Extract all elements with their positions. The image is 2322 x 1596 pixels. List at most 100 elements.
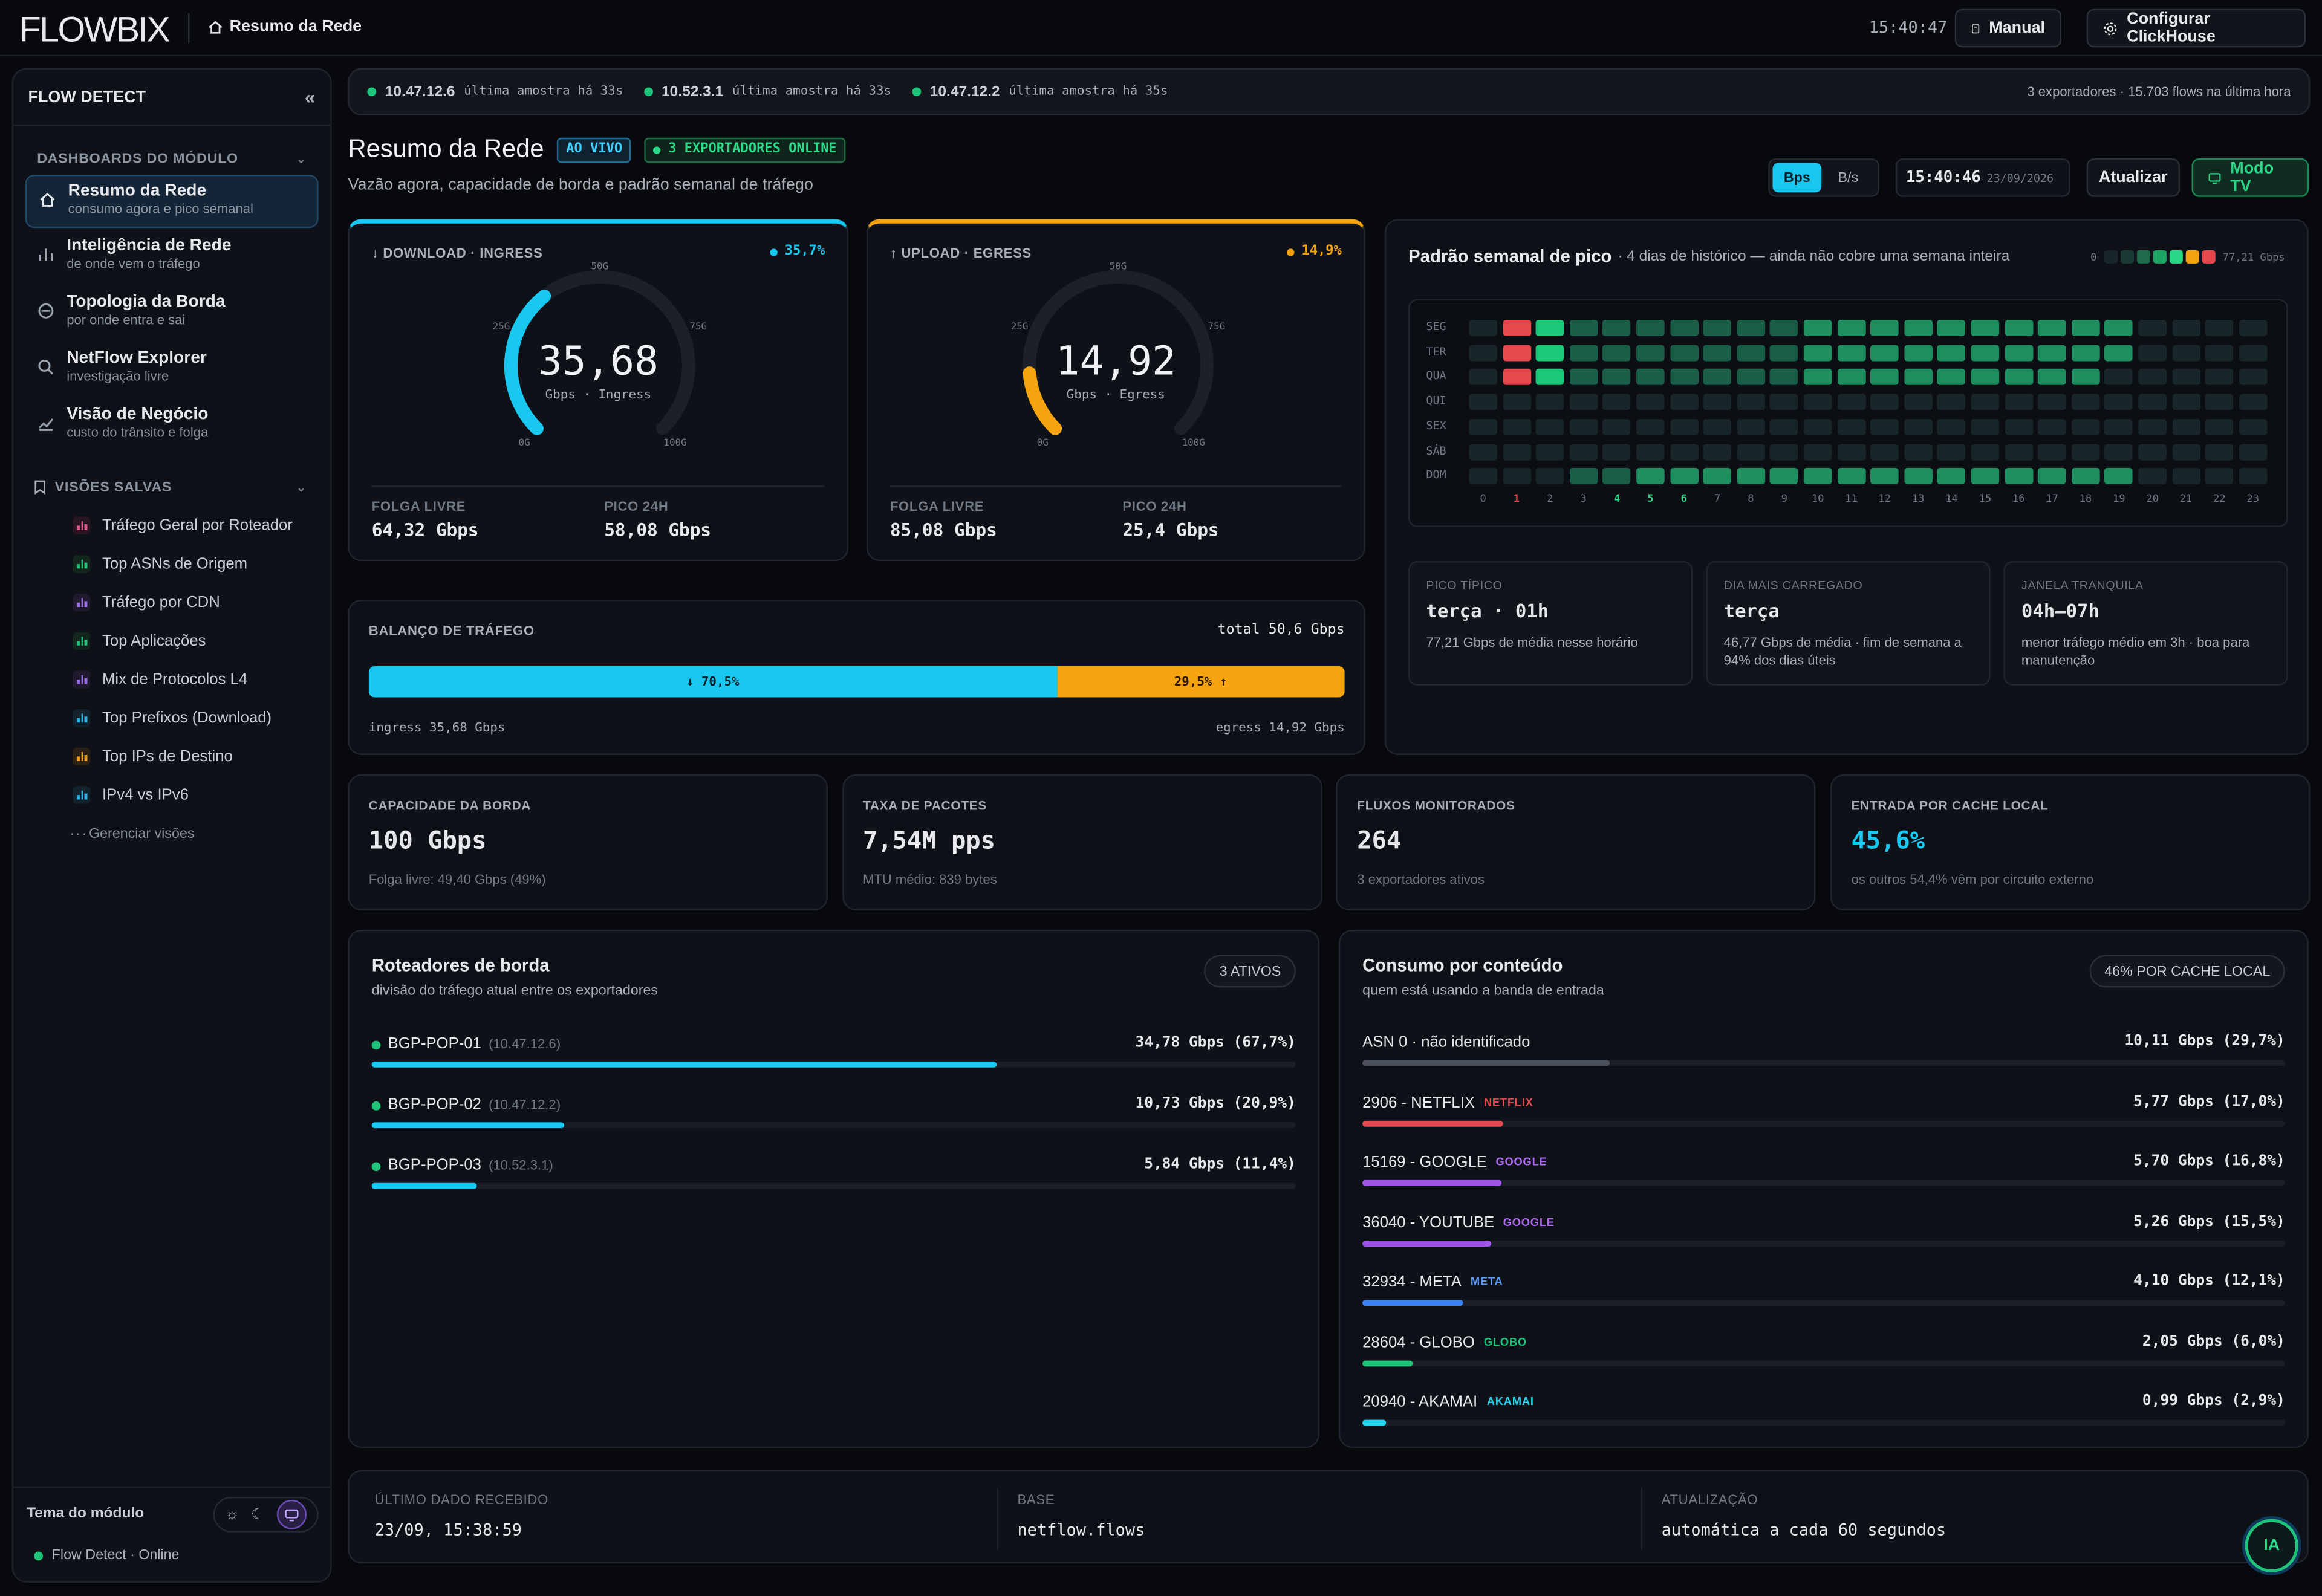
heatmap-cell[interactable] [2171,443,2200,460]
heatmap-cell[interactable] [1703,418,1732,435]
heatmap-cell[interactable] [1670,468,1699,485]
router-row[interactable]: BGP-POP-03 (10.52.3.1) 5,84 Gbps (11,4%) [371,1156,1296,1201]
heatmap-cell[interactable] [1569,394,1598,410]
heatmap-cell[interactable] [1737,468,1765,485]
heatmap-cell[interactable] [1737,344,1765,361]
heatmap-cell[interactable] [1803,394,1832,410]
saved-view-1[interactable]: Tráfego Geral por Roteador [13,507,330,545]
heatmap-cell[interactable] [2205,344,2234,361]
heatmap-cell[interactable] [1569,468,1598,485]
heatmap-cell[interactable] [2138,418,2167,435]
heatmap-cell[interactable] [1703,369,1732,386]
heatmap-cell[interactable] [1837,344,1865,361]
saved-view-6[interactable]: Top Prefixos (Download) [13,699,330,738]
heatmap-cell[interactable] [2071,443,2100,460]
heatmap-cell[interactable] [1770,369,1799,386]
heatmap-cell[interactable] [2205,369,2234,386]
heatmap-cell[interactable] [1670,344,1699,361]
heatmap-cell[interactable] [1737,418,1765,435]
section-saved-views[interactable]: VISÕES SALVAS ⌄ [13,474,330,501]
heatmap-cell[interactable] [2071,418,2100,435]
heatmap-cell[interactable] [2205,394,2234,410]
heatmap-cell[interactable] [1937,418,1966,435]
heatmap-cell[interactable] [1469,443,1497,460]
configure-clickhouse-button[interactable]: Configurar ClickHouse [2086,8,2306,48]
content-row[interactable]: 36040 - YOUTUBE GOOGLE 5,26 Gbps (15,5%) [1362,1213,2285,1257]
heatmap-cell[interactable] [2171,468,2200,485]
heatmap-cell[interactable] [1737,319,1765,336]
heatmap-cell[interactable] [1602,418,1631,435]
heatmap-cell[interactable] [1502,468,1531,485]
heatmap-cell[interactable] [1536,394,1564,410]
heatmap-cell[interactable] [1904,344,1933,361]
heatmap-cell[interactable] [1803,369,1832,386]
heatmap-cell[interactable] [1536,369,1564,386]
heatmap-cell[interactable] [1870,443,1899,460]
heatmap-cell[interactable] [2171,394,2200,410]
heatmap-cell[interactable] [1602,344,1631,361]
heatmap-cell[interactable] [1870,418,1899,435]
heatmap-cell[interactable] [1670,443,1699,460]
heatmap-cell[interactable] [1602,369,1631,386]
heatmap-cell[interactable] [1636,443,1665,460]
sun-icon[interactable]: ☼ [225,1506,239,1523]
heatmap-cell[interactable] [1469,418,1497,435]
heatmap-cell[interactable] [2071,344,2100,361]
router-row[interactable]: BGP-POP-02 (10.47.12.2) 10,73 Gbps (20,9%) [371,1095,1296,1140]
heatmap-cell[interactable] [1602,443,1631,460]
heatmap-cell[interactable] [1770,443,1799,460]
section-dashboards[interactable]: DASHBOARDS DO MÓDULO ⌄ [13,145,330,172]
heatmap-cell[interactable] [2239,468,2267,485]
heatmap-cell[interactable] [1837,468,1865,485]
heatmap-cell[interactable] [1904,394,1933,410]
heatmap-cell[interactable] [1837,394,1865,410]
heatmap-cell[interactable] [1469,468,1497,485]
heatmap-cell[interactable] [2038,468,2066,485]
heatmap-cell[interactable] [1703,344,1732,361]
heatmap-cell[interactable] [1770,394,1799,410]
content-row[interactable]: 32934 - META META 4,10 Gbps (12,1%) [1362,1273,2285,1317]
heatmap-cell[interactable] [1636,468,1665,485]
heatmap-cell[interactable] [1770,319,1799,336]
unit-bs-button[interactable]: B/s [1838,169,1859,186]
heatmap-cell[interactable] [1636,319,1665,336]
heatmap-cell[interactable] [1937,443,1966,460]
router-row[interactable]: BGP-POP-01 (10.47.12.6) 34,78 Gbps (67,7%) [371,1035,1296,1079]
heatmap-cell[interactable] [1536,418,1564,435]
heatmap-cell[interactable] [1937,468,1966,485]
heatmap-cell[interactable] [2071,319,2100,336]
heatmap-cell[interactable] [1870,344,1899,361]
refresh-button[interactable]: Atualizar [2086,158,2180,197]
heatmap-cell[interactable] [1602,319,1631,336]
heatmap-cell[interactable] [1770,468,1799,485]
heatmap-cell[interactable] [2038,369,2066,386]
heatmap-cell[interactable] [1602,394,1631,410]
heatmap-cell[interactable] [1602,468,1631,485]
heatmap-cell[interactable] [2004,319,2033,336]
heatmap-cell[interactable] [2038,443,2066,460]
heatmap-cell[interactable] [2138,319,2167,336]
monitor-icon[interactable] [276,1499,307,1529]
sidebar-item-1[interactable]: Resumo da Rede consumo agora e pico seman… [25,174,319,229]
heatmap-cell[interactable] [2104,394,2133,410]
heatmap-cell[interactable] [1636,344,1665,361]
heatmap-cell[interactable] [1502,344,1531,361]
saved-view-5[interactable]: Mix de Protocolos L4 [13,660,330,699]
heatmap-cell[interactable] [2071,369,2100,386]
sidebar-item-3[interactable]: Topologia da Borda por onde entra e sai [25,287,319,340]
heatmap-cell[interactable] [1569,369,1598,386]
heatmap-cell[interactable] [1971,344,2000,361]
unit-bps-button[interactable]: Bps [1772,163,1822,193]
heatmap-cell[interactable] [2239,418,2267,435]
heatmap-cell[interactable] [2104,369,2133,386]
heatmap-cell[interactable] [1770,344,1799,361]
heatmap-cell[interactable] [2171,319,2200,336]
heatmap-cell[interactable] [1803,468,1832,485]
exporter-status[interactable]: 10.52.3.1 última amostra há 33s [643,83,891,100]
heatmap-cell[interactable] [1870,369,1899,386]
tv-mode-button[interactable]: Modo TV [2191,158,2309,197]
heatmap-cell[interactable] [1904,319,1933,336]
content-row[interactable]: ASN 0 · não identificado 10,11 Gbps (29,7… [1362,1033,2285,1077]
heatmap-cell[interactable] [1904,443,1933,460]
heatmap-cell[interactable] [1837,319,1865,336]
